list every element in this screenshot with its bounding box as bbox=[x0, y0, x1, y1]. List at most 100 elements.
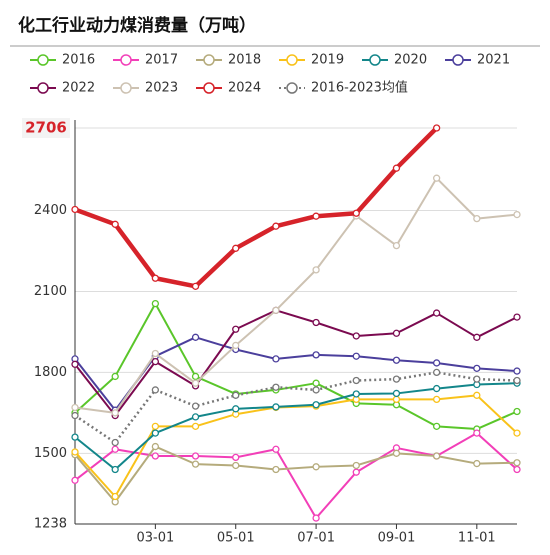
series-line bbox=[74, 336, 518, 412]
data-point bbox=[111, 372, 119, 381]
legend-marker bbox=[203, 82, 215, 94]
data-point bbox=[513, 367, 521, 375]
data-point bbox=[352, 352, 360, 360]
data-point bbox=[473, 391, 481, 399]
data-point bbox=[151, 299, 160, 308]
data-point bbox=[272, 222, 280, 230]
data-point bbox=[191, 460, 200, 468]
data-point bbox=[513, 376, 521, 385]
data-point bbox=[272, 445, 280, 453]
data-point bbox=[191, 372, 200, 381]
data-point bbox=[473, 429, 481, 437]
data-point bbox=[111, 438, 119, 447]
series-line bbox=[74, 126, 439, 289]
legend-marker bbox=[120, 54, 132, 66]
legend-marker bbox=[286, 54, 298, 66]
data-point bbox=[392, 389, 401, 398]
data-point bbox=[432, 384, 441, 393]
data-point bbox=[191, 379, 200, 387]
data-point bbox=[71, 403, 79, 412]
chart-title: 化工行业动力煤消费量（万吨） bbox=[18, 15, 256, 36]
data-point bbox=[111, 492, 119, 501]
data-point bbox=[513, 407, 521, 416]
data-point bbox=[352, 468, 360, 476]
data-point bbox=[513, 313, 521, 321]
data-point bbox=[352, 461, 360, 470]
data-point bbox=[71, 448, 79, 456]
y-tick-label: 1500 bbox=[34, 446, 67, 461]
data-point bbox=[473, 364, 481, 373]
data-point bbox=[232, 341, 240, 350]
data-point bbox=[151, 422, 160, 430]
legend-label: 2021 bbox=[477, 53, 510, 68]
legend-label: 2016 bbox=[62, 53, 95, 68]
data-point bbox=[312, 318, 320, 327]
data-point bbox=[272, 465, 280, 474]
data-point bbox=[191, 282, 200, 290]
data-point bbox=[151, 349, 160, 358]
legend-label: 2023 bbox=[145, 81, 178, 96]
data-point bbox=[513, 465, 521, 474]
data-point bbox=[71, 476, 79, 484]
data-point bbox=[352, 376, 360, 385]
data-point bbox=[352, 390, 360, 398]
legend-label: 2018 bbox=[228, 53, 261, 68]
data-point bbox=[513, 429, 521, 437]
data-point bbox=[191, 402, 200, 410]
x-tick-label: 03-01 bbox=[136, 531, 174, 546]
y-tick-label: 2400 bbox=[34, 203, 67, 218]
tick-highlight bbox=[22, 118, 70, 138]
data-point bbox=[352, 209, 360, 217]
data-point bbox=[312, 514, 320, 522]
data-point bbox=[513, 210, 521, 219]
x-tick-label: 09-01 bbox=[378, 531, 416, 546]
legend-marker bbox=[369, 54, 381, 66]
series-line bbox=[74, 177, 518, 414]
data-point bbox=[392, 395, 401, 404]
data-point bbox=[473, 333, 481, 341]
data-point bbox=[432, 359, 441, 367]
data-point bbox=[473, 214, 481, 223]
data-point bbox=[312, 266, 320, 274]
data-point bbox=[151, 274, 160, 282]
legend-label: 2024 bbox=[228, 81, 261, 96]
series-line bbox=[74, 302, 518, 431]
data-point bbox=[151, 386, 160, 394]
data-point bbox=[272, 383, 280, 391]
data-point bbox=[392, 241, 401, 250]
series-line bbox=[74, 371, 518, 444]
data-point bbox=[392, 375, 401, 383]
data-point bbox=[191, 333, 200, 341]
data-point bbox=[232, 405, 240, 413]
legend-label: 2016-2023均值 bbox=[311, 80, 408, 96]
y-tick-label: 1238 bbox=[34, 517, 67, 532]
data-point bbox=[151, 442, 160, 451]
data-point bbox=[191, 413, 200, 421]
legend-label: 2019 bbox=[311, 53, 344, 68]
data-point bbox=[432, 124, 441, 132]
data-point bbox=[392, 449, 401, 457]
data-point bbox=[312, 463, 320, 471]
y-tick-label: 2100 bbox=[34, 284, 67, 299]
data-point bbox=[352, 332, 360, 340]
data-point bbox=[272, 355, 280, 363]
data-point bbox=[191, 422, 200, 430]
data-point bbox=[111, 445, 119, 453]
data-point bbox=[71, 411, 79, 420]
data-point bbox=[312, 386, 320, 394]
x-tick-label: 05-01 bbox=[217, 531, 255, 546]
data-point bbox=[312, 401, 320, 409]
data-point bbox=[473, 459, 481, 468]
series-line bbox=[74, 309, 518, 417]
legend-marker bbox=[37, 82, 49, 94]
data-point bbox=[432, 174, 441, 182]
data-point bbox=[71, 205, 79, 214]
x-tick-label: 11-01 bbox=[458, 531, 496, 546]
data-point bbox=[272, 306, 280, 315]
legend-marker bbox=[286, 82, 298, 94]
data-point bbox=[432, 422, 441, 430]
series-line bbox=[74, 382, 518, 471]
data-point bbox=[151, 452, 160, 460]
data-point bbox=[392, 329, 401, 337]
